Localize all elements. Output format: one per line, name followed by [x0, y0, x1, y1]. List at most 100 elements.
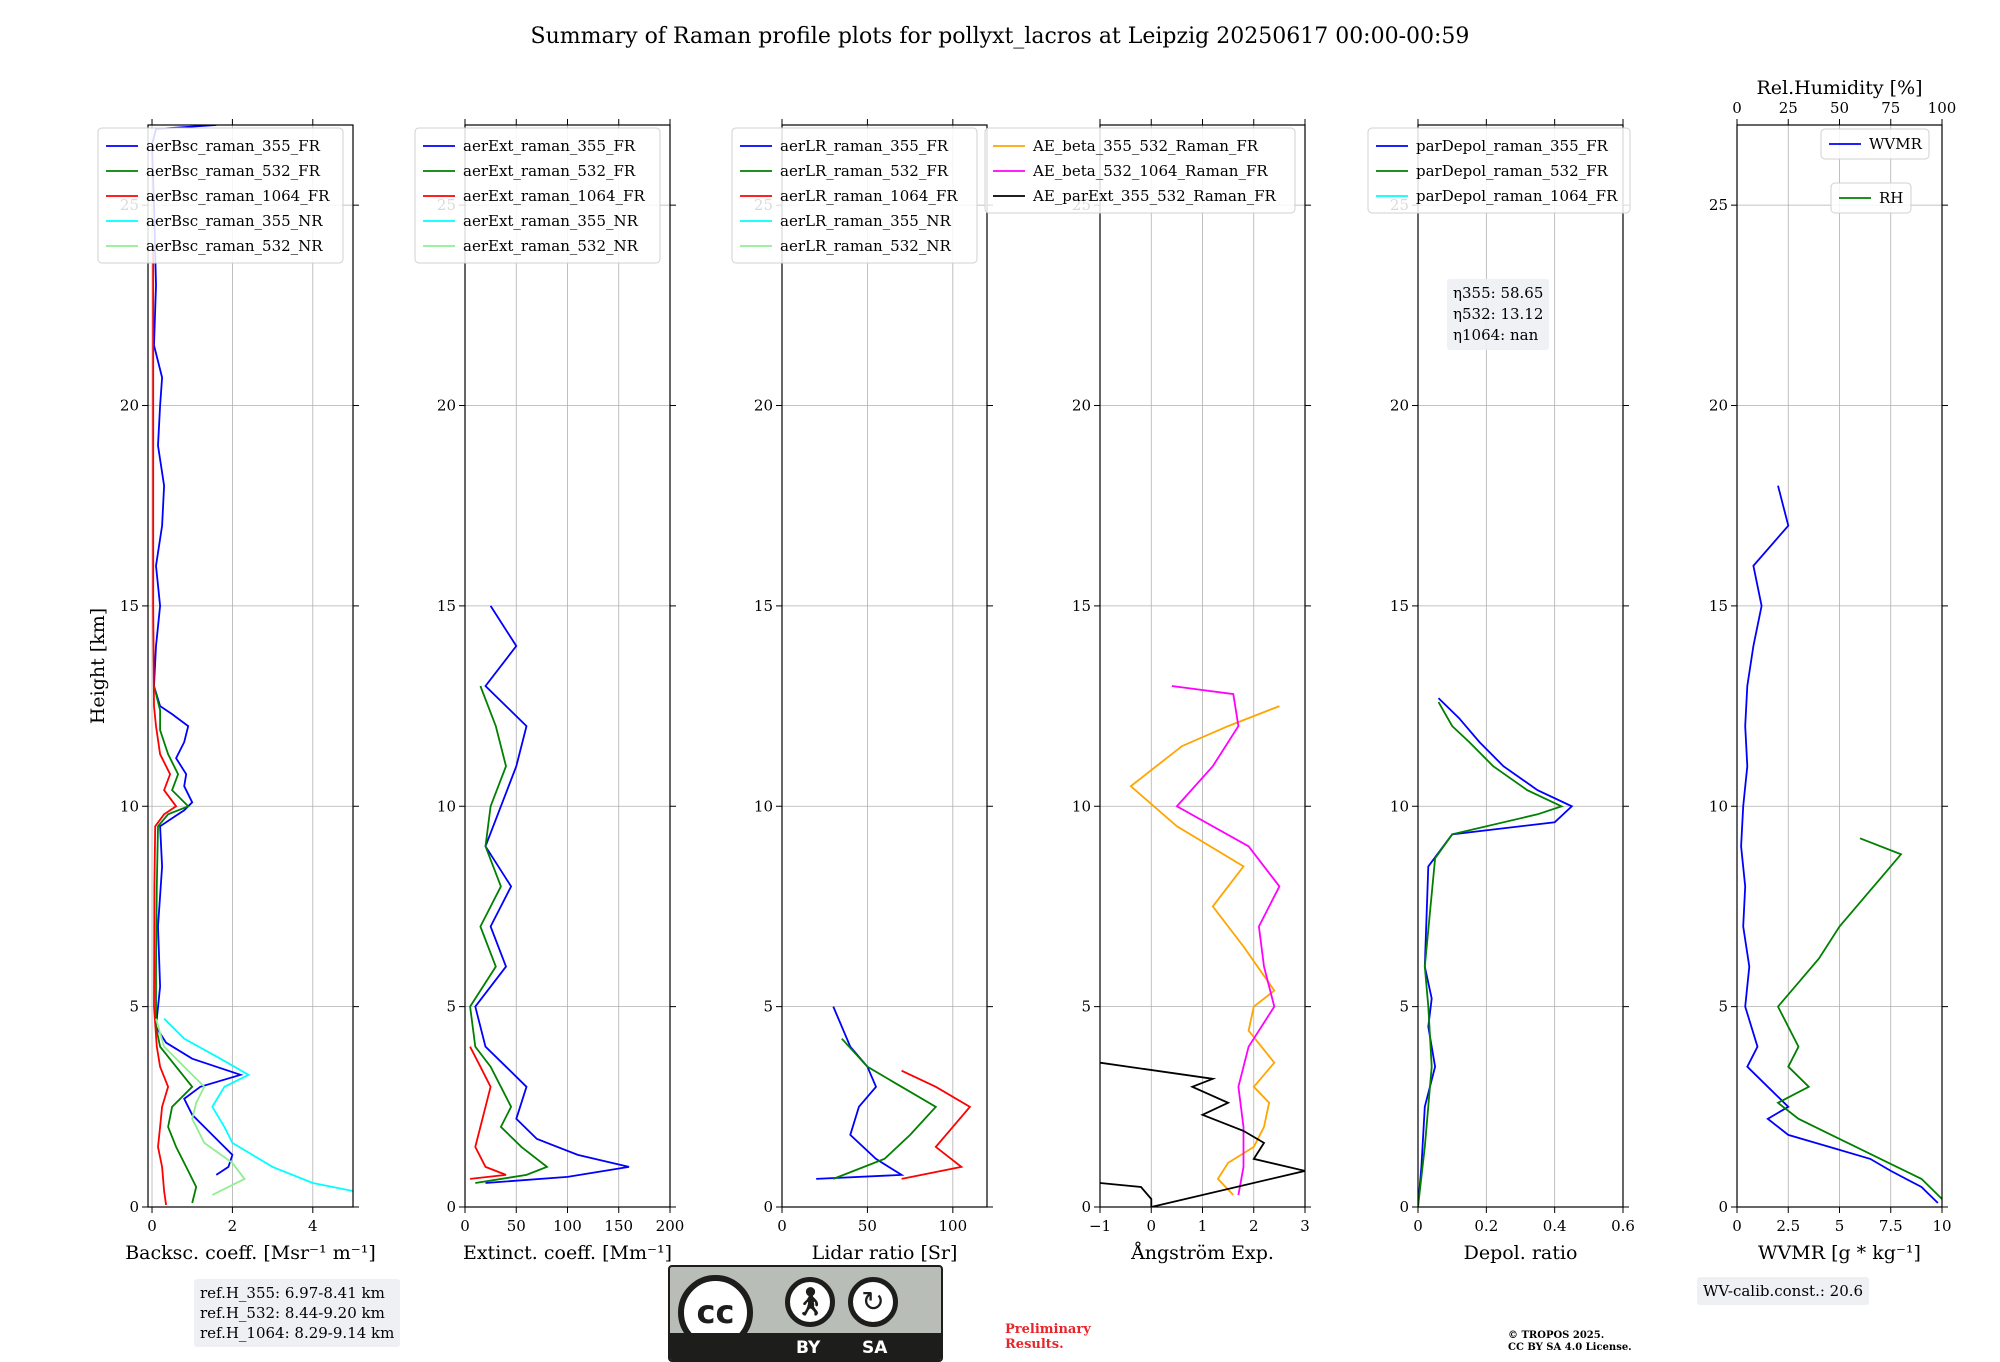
legend-label: aerExt_raman_355_FR	[463, 137, 636, 155]
wv-calib-box: WV-calib.const.: 20.6	[1697, 1277, 1870, 1305]
y-axis-label: Height [km]	[87, 608, 109, 724]
y-tick-label: 15	[1390, 597, 1409, 615]
legend-label: aerExt_raman_355_NR	[463, 212, 639, 230]
legend-label: aerBsc_raman_532_NR	[146, 237, 323, 255]
series-line-AE_beta_532_1064_Raman_FR	[1171, 685, 1281, 1196]
top-x-tick-label: 0	[1732, 99, 1742, 117]
x-tick-label: 0	[147, 1217, 157, 1235]
x-tick-label: 0	[460, 1217, 470, 1235]
cc-sa-label: SA	[862, 1338, 888, 1358]
series-line-WVMR	[1740, 485, 1939, 1204]
x-tick-label: 0	[1413, 1217, 1423, 1235]
top-x-tick-label: 100	[1928, 99, 1957, 117]
y-tick-label: 5	[446, 998, 456, 1016]
preliminary-line-1: Preliminary	[1005, 1322, 1091, 1337]
panel-ext: 0501001502000510152025Extinct. coeff. [M…	[414, 119, 684, 1264]
eta-355: η355: 58.65	[1453, 284, 1544, 302]
panel-bsc: 0240510152025Backsc. coeff. [Msr⁻¹ m⁻¹]H…	[87, 119, 376, 1264]
preliminary-note: Preliminary Results.	[1005, 1322, 1091, 1352]
x-tick-label: 0.4	[1543, 1217, 1567, 1235]
legend-label: aerBsc_raman_355_FR	[146, 137, 321, 155]
legend-box	[731, 127, 978, 264]
legend-label: aerExt_raman_532_NR	[463, 237, 639, 255]
legend-label: AE_beta_532_1064_Raman_FR	[1032, 162, 1268, 180]
x-tick-label: 5	[1835, 1217, 1845, 1235]
series-group	[816, 1006, 972, 1180]
preliminary-line-2: Results.	[1005, 1337, 1064, 1352]
y-tick-label: 0	[1399, 1198, 1409, 1216]
sa-share-alike-icon: ↻	[848, 1277, 898, 1327]
reference-height-box: ref.H_355: 6.97-8.41 km ref.H_532: 8.44-…	[194, 1279, 401, 1347]
x-axis-label: Lidar ratio [Sr]	[812, 1242, 958, 1264]
series-line-aerBsc_raman_532_FR	[153, 685, 198, 1204]
y-tick-label: 20	[754, 397, 773, 415]
y-tick-label: 20	[1390, 397, 1409, 415]
series-line-aerBsc_raman_355_FR	[151, 125, 244, 1176]
top-x-tick-label: 25	[1779, 99, 1798, 117]
x-tick-label: 2	[1249, 1217, 1259, 1235]
x-tick-label: 3	[1300, 1217, 1310, 1235]
x-tick-label: 0	[777, 1217, 787, 1235]
y-tick-label: 10	[120, 797, 139, 815]
y-tick-label: 10	[1709, 797, 1728, 815]
eta-box: η355: 58.65 η532: 13.12 η1064: nan	[1447, 279, 1550, 350]
series-line-aerBsc_raman_1064_FR	[152, 245, 178, 1206]
y-tick-label: 20	[437, 397, 456, 415]
y-tick-label: 5	[129, 998, 139, 1016]
axes-frame	[147, 124, 354, 1208]
cc-license-badge: cc 🚶︎ ↻ BY SA	[668, 1265, 943, 1362]
x-tick-label: 4	[308, 1217, 318, 1235]
panel-lr: 0501000510152025Lidar ratio [Sr]aerLR_ra…	[731, 119, 993, 1264]
legend-box	[1820, 128, 1930, 160]
top-x-tick-label: 75	[1881, 99, 1900, 117]
x-tick-label: 150	[604, 1217, 633, 1235]
copyright-line-1: © TROPOS 2025.	[1508, 1330, 1605, 1341]
series-line-parDepol_raman_355_FR	[1418, 697, 1574, 1207]
x-tick-label: 2.5	[1776, 1217, 1800, 1235]
x-tick-label: 100	[553, 1217, 582, 1235]
axes-frame	[1417, 124, 1624, 1208]
series-line-RH	[1776, 837, 1942, 1200]
y-tick-label: 15	[120, 597, 139, 615]
legend-label: aerBsc_raman_1064_FR	[146, 187, 330, 205]
legend-label: aerExt_raman_532_FR	[463, 162, 636, 180]
eta-1064: η1064: nan	[1453, 326, 1539, 344]
cc-by-label: BY	[796, 1338, 821, 1358]
legend-label: aerLR_raman_532_FR	[780, 162, 949, 180]
chart-title: Summary of Raman profile plots for polly…	[531, 24, 1470, 49]
x-tick-label: 10	[1932, 1217, 1951, 1235]
legend-label: AE_parExt_355_532_Raman_FR	[1032, 187, 1277, 205]
legend-box	[1367, 127, 1631, 214]
series-line-aerExt_raman_355_FR	[474, 605, 630, 1184]
y-tick-label: 5	[1081, 998, 1091, 1016]
legend-box	[984, 127, 1296, 214]
legend-label: aerExt_raman_1064_FR	[463, 187, 645, 205]
legend-label: RH	[1879, 189, 1903, 207]
series-line-aerBsc_raman_532_NR	[155, 1018, 246, 1196]
legend-box	[97, 127, 344, 264]
y-tick-label: 0	[446, 1198, 456, 1216]
legend-label: aerLR_raman_355_NR	[780, 212, 951, 230]
top-x-tick-label: 50	[1830, 99, 1849, 117]
x-tick-label: 0	[1146, 1217, 1156, 1235]
y-tick-label: 10	[437, 797, 456, 815]
legend-box	[414, 127, 661, 264]
y-tick-label: 15	[437, 597, 456, 615]
wv-calib-const: WV-calib.const.: 20.6	[1703, 1282, 1864, 1300]
legend-label: parDepol_raman_355_FR	[1416, 137, 1609, 155]
series-line-aerLR_raman_355_FR	[816, 1006, 905, 1180]
series-group	[151, 125, 353, 1206]
x-tick-label: 0	[1732, 1217, 1742, 1235]
legend-label: WVMR	[1869, 135, 1923, 153]
eta-532: η532: 13.12	[1453, 305, 1544, 323]
legend-label: AE_beta_355_532_Raman_FR	[1032, 137, 1259, 155]
y-tick-label: 0	[1081, 1198, 1091, 1216]
legend-label: aerBsc_raman_355_NR	[146, 212, 323, 230]
by-person-icon: 🚶︎	[785, 1277, 835, 1327]
y-tick-label: 10	[1072, 797, 1091, 815]
y-tick-label: 0	[763, 1198, 773, 1216]
cc-badge-bar	[670, 1333, 941, 1360]
legend-label: aerLR_raman_355_FR	[780, 137, 949, 155]
y-tick-label: 25	[1709, 196, 1728, 214]
